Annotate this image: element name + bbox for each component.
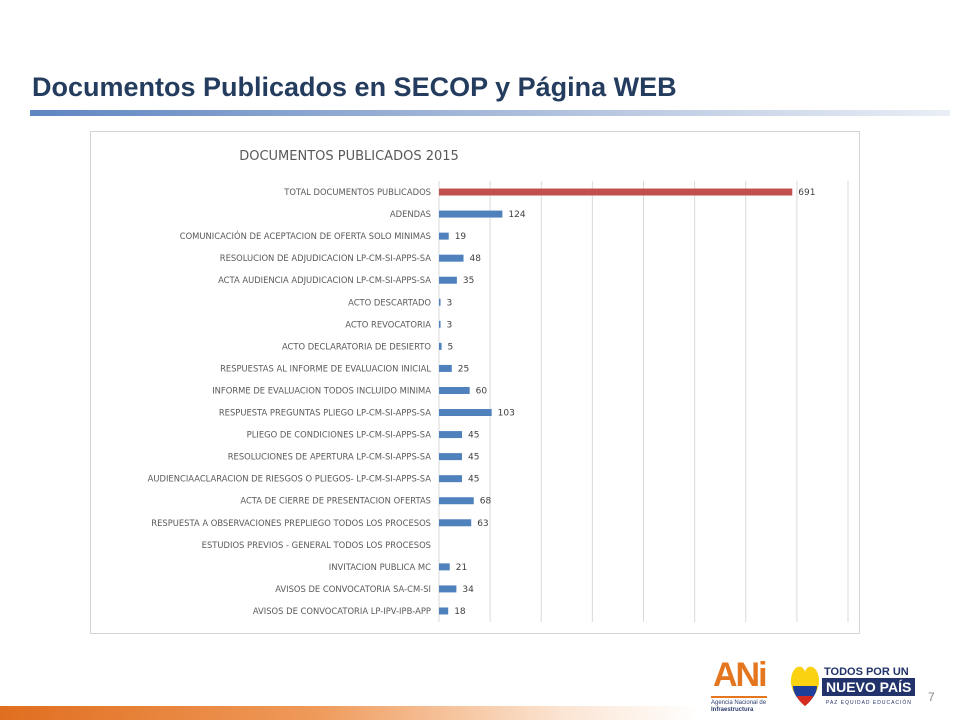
category-label: COMUNICACIÓN DE ACEPTACION DE OFERTA SOL… bbox=[180, 230, 431, 241]
category-label: PLIEGO DE CONDICIONES LP-CM-SI-APPS-SA bbox=[247, 430, 432, 440]
colombia-heart-icon bbox=[790, 666, 820, 706]
bar bbox=[439, 475, 463, 483]
bar bbox=[439, 232, 449, 240]
government-logo-line1: TODOS POR UN bbox=[824, 666, 909, 678]
government-logo-line3: PAZ EQUIDAD EDUCACIÓN bbox=[826, 700, 912, 706]
category-label: TOTAL DOCUMENTOS PUBLICADOS bbox=[283, 187, 431, 197]
data-label: 34 bbox=[462, 585, 474, 595]
bar bbox=[439, 342, 442, 350]
category-label: ADENDAS bbox=[390, 209, 431, 219]
data-label: 68 bbox=[480, 497, 492, 507]
category-label: RESOLUCION DE ADJUDICACION LP-CM-SI-APPS… bbox=[220, 253, 432, 263]
slide-title: Documentos Publicados en SECOP y Página … bbox=[32, 72, 677, 102]
bar bbox=[439, 254, 464, 262]
bar bbox=[439, 563, 450, 571]
category-label: ACTO REVOCATORIA bbox=[345, 319, 431, 329]
bar bbox=[439, 431, 463, 439]
ani-logo-mark: ANi bbox=[713, 656, 768, 694]
data-label: 3 bbox=[447, 320, 453, 330]
chart-gridlines bbox=[438, 181, 849, 622]
category-label: ACTA AUDIENCIA ADJUDICACION LP-CM-SI-APP… bbox=[218, 275, 431, 285]
bar bbox=[439, 607, 449, 615]
data-label: 25 bbox=[458, 364, 469, 374]
data-label: 35 bbox=[463, 276, 474, 286]
bar bbox=[439, 386, 470, 394]
ani-logo-subtitle-line2: Infraestructura bbox=[711, 707, 754, 713]
ani-logo-subtitle-line1: Agencia Nacional de bbox=[711, 700, 767, 706]
category-label: RESPUESTAS AL INFORME DE EVALUACION INIC… bbox=[220, 363, 431, 373]
category-label: AVISOS DE CONVOCATORIA LP-IPV-IPB-APP bbox=[253, 606, 431, 616]
bar bbox=[439, 519, 472, 527]
bar bbox=[439, 276, 457, 284]
data-label: 48 bbox=[470, 254, 482, 264]
chart-title: DOCUMENTOS PUBLICADOS 2015 bbox=[239, 149, 459, 164]
category-label: RESPUESTA A OBSERVACIONES PREPLIEGO TODO… bbox=[151, 518, 431, 528]
data-label: 60 bbox=[476, 386, 488, 396]
chart-category-labels: TOTAL DOCUMENTOS PUBLICADOS ADENDAS COMUNI… bbox=[148, 187, 432, 616]
data-label: 45 bbox=[468, 431, 479, 441]
category-label: AVISOS DE CONVOCATORIA SA-CM-SI bbox=[275, 584, 431, 594]
data-label: 103 bbox=[498, 409, 515, 419]
bar bbox=[439, 409, 492, 417]
ani-logo-rule bbox=[711, 696, 767, 698]
data-label: 18 bbox=[454, 607, 466, 617]
category-label: RESOLUCIONES DE APERTURA LP-CM-SI-APPS-S… bbox=[228, 452, 432, 462]
category-label: INFORME DE EVALUACION TODOS INCLUIDO MIN… bbox=[212, 385, 431, 395]
title-underline bbox=[30, 110, 950, 116]
data-label: 691 bbox=[798, 188, 815, 198]
bar bbox=[439, 298, 441, 306]
footer-accent-bar bbox=[0, 706, 700, 720]
data-label: 124 bbox=[508, 210, 525, 220]
bar bbox=[439, 453, 463, 461]
bar bbox=[439, 497, 474, 505]
category-label: ESTUDIOS PREVIOS - GENERAL TODOS LOS PRO… bbox=[202, 540, 431, 550]
data-label: 19 bbox=[455, 232, 467, 242]
category-label: INVITACION PUBLICA MC bbox=[329, 562, 431, 572]
bar bbox=[439, 585, 457, 593]
data-label: 21 bbox=[456, 563, 467, 573]
category-label: ACTO DESCARTADO bbox=[348, 297, 431, 307]
bar bbox=[439, 188, 793, 196]
government-logo: TODOS POR UN NUEVO PAÍS PAZ EQUIDAD EDUC… bbox=[788, 656, 916, 716]
government-logo-line2: NUEVO PAÍS bbox=[822, 678, 916, 696]
data-label: 63 bbox=[477, 519, 488, 529]
category-label: ACTA DE CIERRE DE PRESENTACION OFERTAS bbox=[240, 496, 431, 506]
bar-chart: DOCUMENTOS PUBLICADOS 2015 TOTAL DOCUMEN… bbox=[148, 149, 849, 622]
category-label: AUDIENCIAACLARACION DE RIESGOS O PLIEGOS… bbox=[148, 474, 432, 484]
category-label: RESPUESTA PREGUNTAS PLIEGO LP-CM-SI-APPS… bbox=[219, 408, 431, 418]
page-number: 7 bbox=[928, 690, 935, 704]
bar bbox=[439, 210, 503, 218]
ani-logo: ANi Agencia Nacional de Infraestructura bbox=[707, 656, 771, 716]
bar bbox=[439, 320, 441, 328]
data-label: 45 bbox=[468, 453, 479, 463]
data-label: 5 bbox=[448, 342, 454, 352]
chart-bars bbox=[439, 188, 793, 615]
category-label: ACTO DECLARATORIA DE DESIERTO bbox=[282, 341, 431, 351]
ani-logo-subtitle: Agencia Nacional de Infraestructura bbox=[711, 700, 771, 714]
data-label: 45 bbox=[468, 475, 479, 485]
chart-frame: DOCUMENTOS PUBLICADOS 2015 TOTAL DOCUMEN… bbox=[90, 131, 860, 634]
bar bbox=[439, 364, 452, 372]
data-label: 3 bbox=[447, 298, 453, 308]
